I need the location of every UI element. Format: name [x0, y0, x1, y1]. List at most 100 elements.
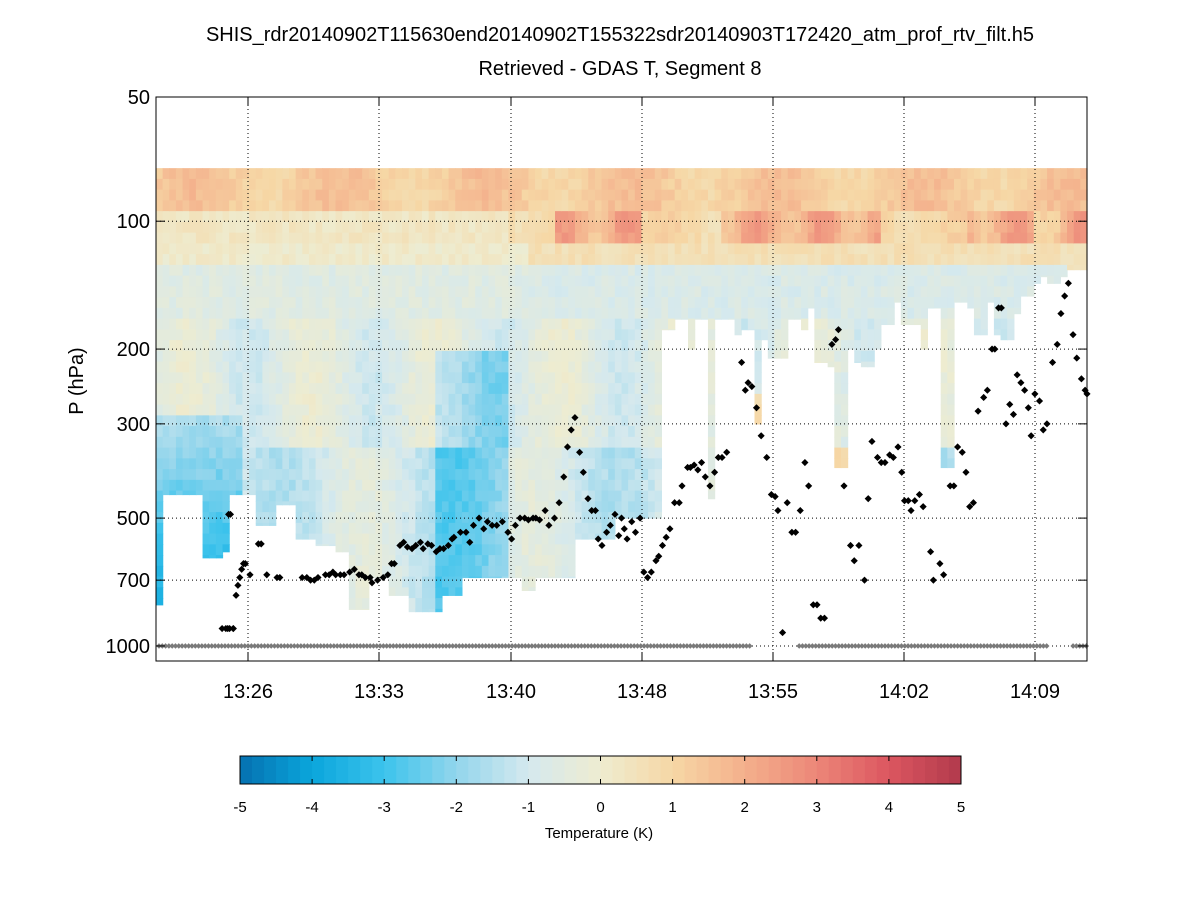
heatmap-cell	[162, 458, 170, 470]
heatmap-cell	[295, 297, 303, 309]
heatmap-cell	[674, 307, 682, 320]
heatmap-cell	[455, 512, 463, 524]
heatmap-cell	[289, 232, 297, 244]
heatmap-cell	[641, 200, 649, 212]
heatmap-cell	[362, 243, 370, 255]
heatmap-cell	[535, 565, 543, 578]
heatmap-cell	[415, 178, 423, 191]
heatmap-cell	[175, 490, 184, 496]
colorbar-segment	[708, 756, 722, 784]
heatmap-cell	[521, 383, 529, 395]
heatmap-cell	[840, 415, 849, 427]
heatmap-cell	[774, 275, 782, 287]
heatmap-cell	[495, 297, 503, 309]
heatmap-cell	[156, 329, 164, 341]
heatmap-cell	[315, 479, 323, 492]
heatmap-cell	[495, 490, 503, 502]
heatmap-cell	[641, 340, 649, 352]
heatmap-cell	[854, 200, 862, 212]
heatmap-cell	[847, 243, 855, 255]
heatmap-cell	[455, 307, 463, 320]
heatmap-cell	[481, 286, 490, 298]
heatmap-cell	[581, 232, 589, 244]
heatmap-cell	[156, 307, 164, 320]
heatmap-cell	[322, 479, 330, 492]
colorbar-segment	[840, 756, 854, 784]
heatmap-cell	[255, 254, 263, 266]
heatmap-cell	[654, 458, 662, 470]
heatmap-cell	[342, 522, 350, 535]
heatmap-cell	[521, 178, 529, 191]
colorbar-segment	[600, 756, 614, 784]
heatmap-cell	[601, 340, 609, 352]
heatmap-cell	[954, 232, 962, 244]
heatmap-cell	[561, 415, 569, 427]
heatmap-cell	[222, 264, 230, 277]
heatmap-cell	[614, 243, 623, 255]
heatmap-cell	[927, 178, 935, 191]
heatmap-cell	[880, 168, 889, 180]
heatmap-cell	[156, 404, 164, 416]
heatmap-cell	[448, 522, 456, 535]
heatmap-cell	[628, 383, 636, 395]
heatmap-cell	[515, 307, 523, 320]
heatmap-cell	[455, 544, 463, 556]
heatmap-cell	[355, 447, 363, 459]
heatmap-cell	[588, 426, 596, 438]
heatmap-cell	[674, 221, 682, 234]
heatmap-cell	[488, 555, 496, 567]
heatmap-cell	[601, 307, 609, 320]
heatmap-cell	[947, 372, 955, 384]
heatmap-cell	[395, 447, 403, 459]
heatmap-cell	[402, 168, 410, 180]
heatmap-cell	[721, 318, 729, 320]
heatmap-cell	[1053, 254, 1061, 266]
heatmap-cell	[827, 286, 835, 298]
heatmap-cell	[781, 286, 789, 298]
heatmap-cell	[235, 361, 244, 373]
heatmap-cell	[727, 168, 736, 180]
heatmap-cell	[262, 275, 270, 287]
cloud-top-point	[606, 521, 614, 529]
heatmap-cell	[561, 479, 569, 492]
heatmap-cell	[594, 254, 603, 266]
heatmap-cell	[774, 286, 782, 298]
heatmap-cell	[1060, 200, 1068, 212]
heatmap-cell	[734, 254, 742, 266]
cloud-top-point	[1031, 390, 1039, 398]
heatmap-cell	[362, 361, 370, 373]
heatmap-cell	[508, 200, 516, 212]
heatmap-cell	[1040, 168, 1048, 180]
heatmap-cell	[175, 458, 184, 470]
colorbar-segment	[516, 756, 529, 784]
heatmap-cell	[1073, 178, 1081, 191]
heatmap-cell	[222, 275, 230, 287]
heatmap-cell	[721, 264, 729, 277]
heatmap-cell	[761, 243, 769, 255]
heatmap-cell	[355, 297, 363, 309]
heatmap-cell	[840, 275, 849, 287]
heatmap-cell	[269, 264, 277, 277]
heatmap-cell	[275, 372, 283, 384]
heatmap-cell	[169, 458, 177, 470]
heatmap-cell	[907, 189, 915, 201]
heatmap-cell	[169, 479, 177, 492]
heatmap-cell	[880, 243, 889, 255]
heatmap-cell	[694, 211, 702, 223]
heatmap-cell	[767, 232, 776, 244]
heatmap-cell	[375, 350, 383, 363]
cloud-top-point	[678, 482, 686, 490]
heatmap-cell	[907, 232, 915, 244]
cloud-top-point	[690, 461, 698, 469]
heatmap-cell	[508, 275, 516, 287]
heatmap-cell	[588, 307, 596, 320]
heatmap-cell	[242, 350, 250, 363]
heatmap-cell	[428, 490, 436, 502]
heatmap-cell	[322, 436, 330, 449]
heatmap-cell	[302, 372, 310, 384]
heatmap-cell	[834, 393, 842, 406]
heatmap-cell	[382, 415, 390, 427]
heatmap-cell	[215, 490, 224, 502]
heatmap-cell	[821, 264, 829, 277]
heatmap-cell	[847, 232, 855, 244]
